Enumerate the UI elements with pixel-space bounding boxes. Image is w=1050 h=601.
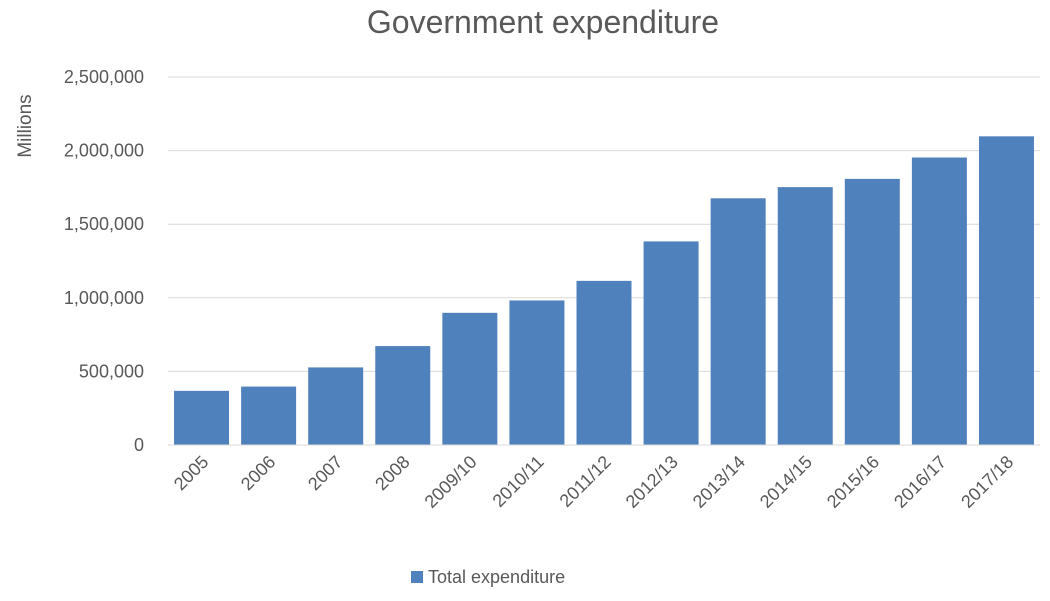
x-tick-label: 2005 xyxy=(170,452,212,494)
y-axis-label: Millions xyxy=(15,94,36,157)
bar xyxy=(911,157,967,445)
bar xyxy=(844,178,900,445)
bar xyxy=(978,136,1034,445)
x-tick-label: 2015/16 xyxy=(823,452,883,512)
bar xyxy=(375,346,431,445)
x-tick-label: 2009/10 xyxy=(421,452,481,512)
bar xyxy=(643,241,699,445)
bar xyxy=(777,187,833,446)
chart-title: Government expenditure xyxy=(367,4,719,40)
x-tick-label: 2014/15 xyxy=(756,452,816,512)
legend: Total expenditure xyxy=(411,567,565,587)
y-tick-label: 1,000,000 xyxy=(64,288,144,308)
x-tick-label: 2016/17 xyxy=(890,452,950,512)
y-tick-label: 500,000 xyxy=(79,361,144,381)
legend-label: Total expenditure xyxy=(428,567,565,587)
y-tick-label: 1,500,000 xyxy=(64,214,144,234)
x-tick-label: 2006 xyxy=(237,452,279,494)
x-tick-label: 2012/13 xyxy=(622,452,682,512)
plot-area: 0 500,000 1,000,000 1,500,000 2,000,000 2,500… xyxy=(64,67,1040,512)
legend-swatch xyxy=(411,571,423,583)
bar xyxy=(509,300,565,445)
x-tick-label: 2007 xyxy=(304,452,346,494)
bar xyxy=(576,280,632,445)
y-tick-label: 0 xyxy=(134,435,144,455)
bar xyxy=(710,198,766,445)
y-tick-label: 2,000,000 xyxy=(64,141,144,161)
bar xyxy=(308,367,364,445)
bar xyxy=(241,386,297,445)
bar xyxy=(442,312,498,445)
y-tick-label: 2,500,000 xyxy=(64,67,144,87)
x-tick-label: 2013/14 xyxy=(689,452,749,512)
x-tick-label: 2008 xyxy=(371,452,413,494)
x-tick-label: 2017/18 xyxy=(957,452,1017,512)
x-tick-label: 2010/11 xyxy=(489,452,548,511)
x-tick-label: 2011/12 xyxy=(556,452,615,511)
bar xyxy=(174,390,230,445)
